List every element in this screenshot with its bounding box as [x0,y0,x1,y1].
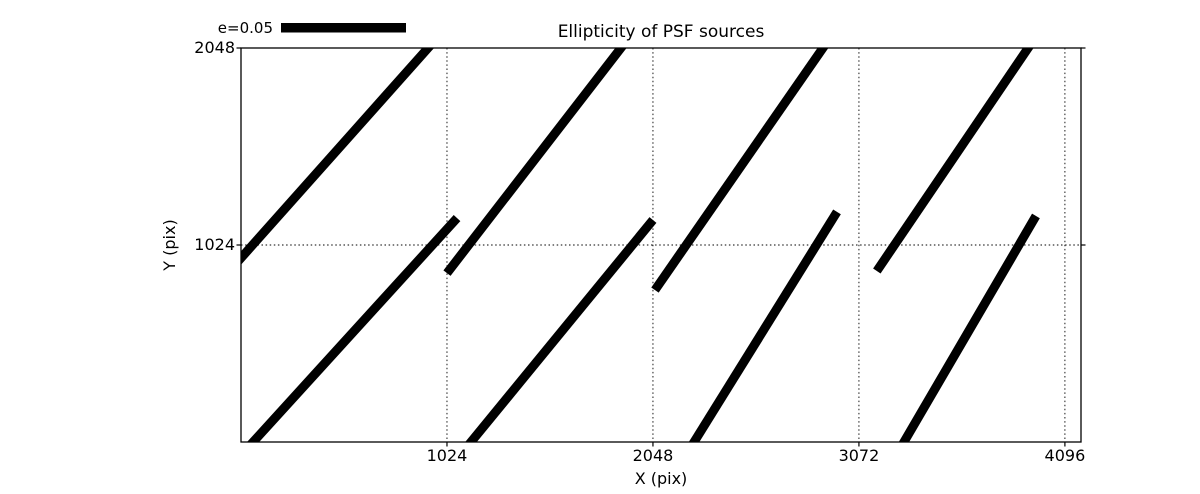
y-axis-label: Y (pix) [160,219,179,271]
x-axis-label: X (pix) [635,469,688,488]
legend-label: e=0.05 [218,19,273,37]
y-tick-label-2048: 2048 [194,38,235,57]
tick-marks [236,47,1086,447]
whisker-segment-5 [651,48,829,293]
x-tick-label-1024: 1024 [427,446,468,465]
whisker-segment-2 [247,215,461,442]
whisker-segment-1 [241,48,435,265]
whisker-segment-8 [898,213,1040,442]
x-tick-label-3072: 3072 [839,446,880,465]
y-tick-label-1024: 1024 [194,235,235,254]
legend: e=0.05 [218,19,406,37]
tick-labels: 1024 2048 3072 4096 1024 2048 [194,38,1085,465]
legend-bar [281,23,406,33]
whisker-segment-6 [688,209,841,442]
whisker-segment-4 [465,217,657,442]
x-tick-label-2048: 2048 [633,446,674,465]
whisker-segment-7 [873,48,1034,274]
plot-title: Ellipticity of PSF sources [558,22,765,42]
x-tick-label-4096: 4096 [1045,446,1086,465]
whiskers [241,48,1040,442]
gridlines [241,47,1081,442]
whisker-segment-3 [443,48,627,276]
